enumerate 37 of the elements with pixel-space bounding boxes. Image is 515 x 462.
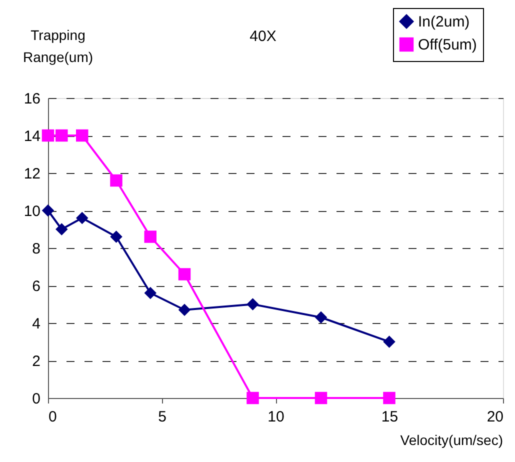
x-tick-label: 0: [48, 408, 57, 426]
point: [76, 212, 88, 224]
legend-label: Off(5um): [418, 36, 477, 54]
y-tick-label: 6: [32, 278, 40, 295]
y-tick-label: 16: [24, 90, 40, 108]
y-tick-label: 0: [32, 390, 40, 408]
point: [110, 230, 122, 243]
y-tick-label: 8: [32, 240, 40, 258]
x-tick-label: 15: [381, 408, 398, 426]
point: [178, 268, 191, 280]
x-tick-label: 10: [268, 408, 284, 426]
point: [314, 311, 328, 324]
point: [383, 392, 396, 404]
point: [110, 174, 122, 187]
chart-title: 40X: [250, 28, 276, 45]
point: [56, 223, 68, 236]
point: [144, 230, 156, 243]
point: [42, 204, 54, 217]
legend-label: In(2um): [418, 14, 470, 30]
y-tick-label: 2: [32, 353, 40, 370]
point: [383, 336, 396, 348]
point: [76, 129, 88, 142]
x-tick-label: 5: [158, 408, 166, 426]
point: [144, 286, 156, 300]
point: [314, 392, 328, 404]
x-axis-title: Velocity(um/sec): [400, 432, 503, 448]
point: [246, 298, 259, 310]
y-axis-title: Trapping Range(um): [22, 27, 94, 65]
y-tick-label: 4: [32, 316, 40, 332]
point: [246, 392, 259, 404]
point: [42, 129, 54, 142]
point: [56, 129, 68, 142]
point: [178, 304, 191, 316]
y-tick-label: 14: [24, 128, 40, 145]
y-tick-label: 12: [24, 166, 40, 182]
y-tick-label: 10: [24, 203, 40, 220]
x-tick-label: 20: [486, 408, 504, 426]
